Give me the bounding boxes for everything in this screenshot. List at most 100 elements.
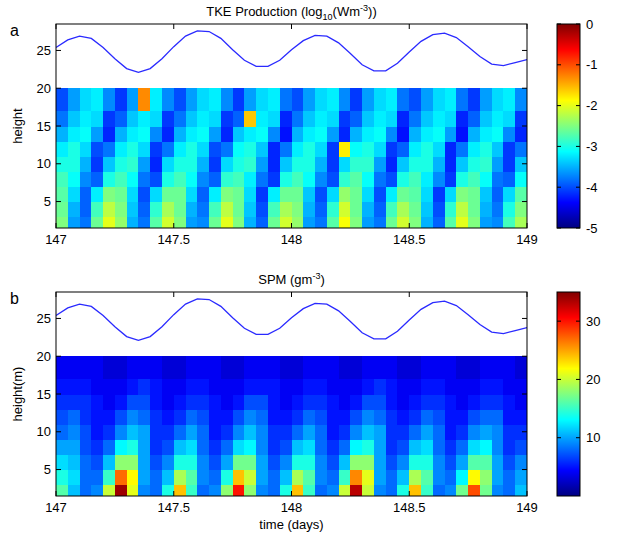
heatmap-cell (433, 394, 445, 410)
colorbar-tick (557, 321, 561, 322)
heatmap-cell (209, 394, 221, 410)
heatmap-cell (350, 141, 362, 157)
heatmap-cell (186, 356, 198, 379)
y-tick-label: 15 (37, 119, 51, 134)
heatmap-cell (327, 111, 339, 127)
heatmap-cell (421, 217, 433, 228)
heatmap-cell (303, 485, 315, 496)
heatmap-cell (91, 424, 103, 440)
heatmap-cell (515, 217, 527, 228)
heatmap-cell (256, 470, 268, 486)
heatmap-cell (268, 111, 280, 127)
heatmap-cell (68, 88, 80, 111)
heatmap-cell (421, 424, 433, 440)
text-part: TKE Production ( (206, 4, 306, 19)
heatmap-cell (197, 186, 209, 202)
heatmap-cell (397, 485, 409, 496)
heatmap-cell (280, 111, 292, 127)
x-tick (527, 491, 528, 496)
heatmap-cell (327, 409, 339, 425)
heatmap-cell (409, 141, 421, 157)
heatmap-cell (292, 88, 304, 111)
heatmap-cell (138, 454, 150, 470)
heatmap-cell (292, 202, 304, 218)
heatmap-cell (515, 454, 527, 470)
heatmap-cell (115, 356, 127, 379)
heatmap-cell (374, 409, 386, 425)
panel: 147147.5148148.5149510152025SPM (gm-3)bh… (10, 271, 600, 532)
heatmap-cell (339, 88, 351, 111)
heatmap-cell (480, 202, 492, 218)
heatmap-cell (433, 409, 445, 425)
heatmap-cell (115, 202, 127, 218)
heatmap-cell (56, 424, 68, 440)
heatmap-cell (68, 141, 80, 157)
heatmap-cell (303, 379, 315, 395)
heatmap-cell (150, 454, 162, 470)
heatmap-cell (197, 356, 209, 379)
heatmap-cell (68, 470, 80, 486)
colorbar-tick-label: 0 (586, 17, 593, 32)
y-tick (522, 88, 527, 89)
heatmap-cell (244, 141, 256, 157)
heatmap-cell (315, 485, 327, 496)
heatmap-cell (115, 186, 127, 202)
heatmap-cell (244, 394, 256, 410)
heatmap-cell (268, 485, 280, 496)
y-tick (56, 201, 61, 202)
heatmap-cell (233, 454, 245, 470)
heatmap-cell (80, 88, 92, 111)
heatmap-cell (56, 217, 68, 228)
colorbar-tick (576, 437, 580, 438)
heatmap-cell (445, 379, 457, 395)
heatmap-cell (397, 156, 409, 172)
heatmap-cell (256, 202, 268, 218)
heatmap-cell (174, 111, 186, 127)
heatmap-cell (68, 202, 80, 218)
heatmap-cell (103, 409, 115, 425)
colorbar-tick (557, 228, 561, 229)
heatmap-cell (150, 88, 162, 111)
heatmap-cell (374, 424, 386, 440)
heatmap-cell (303, 409, 315, 425)
heatmap-cell (386, 88, 398, 111)
heatmap-cell (409, 202, 421, 218)
colorbar-tick (576, 146, 580, 147)
heatmap-cell (162, 424, 174, 440)
heatmap-cell (362, 202, 374, 218)
heatmap-cell (350, 356, 362, 379)
heatmap-cell (327, 126, 339, 142)
y-tick (522, 318, 527, 319)
heatmap-cell (115, 394, 127, 410)
heatmap-cell (162, 409, 174, 425)
x-tick (173, 223, 174, 228)
heatmap-cell (480, 171, 492, 187)
heatmap-cell (350, 409, 362, 425)
heatmap-cell (421, 394, 433, 410)
heatmap-cell (315, 409, 327, 425)
colorbar-tick (557, 146, 561, 147)
heatmap-cell (303, 202, 315, 218)
heatmap-cell (503, 186, 515, 202)
heatmap-cell (115, 156, 127, 172)
colorbar-tick (576, 24, 580, 25)
heatmap-cell (445, 485, 457, 496)
heatmap-cell (480, 156, 492, 172)
heatmap-cell (362, 126, 374, 142)
heatmap-cell (362, 186, 374, 202)
heatmap-cell (374, 394, 386, 410)
y-tick (522, 394, 527, 395)
heatmap-cell (209, 141, 221, 157)
heatmap-cell (221, 356, 233, 379)
heatmap-cell (150, 186, 162, 202)
heatmap-cell (103, 141, 115, 157)
heatmap-cell (468, 88, 480, 111)
heatmap-cell (421, 379, 433, 395)
heatmap-cell (186, 217, 198, 228)
heatmap-cell (80, 470, 92, 486)
heatmap-cell (280, 439, 292, 455)
heatmap-cell (91, 88, 103, 111)
heatmap-cell (221, 186, 233, 202)
heatmap-cell (127, 356, 139, 379)
heatmap-cell (515, 202, 527, 218)
